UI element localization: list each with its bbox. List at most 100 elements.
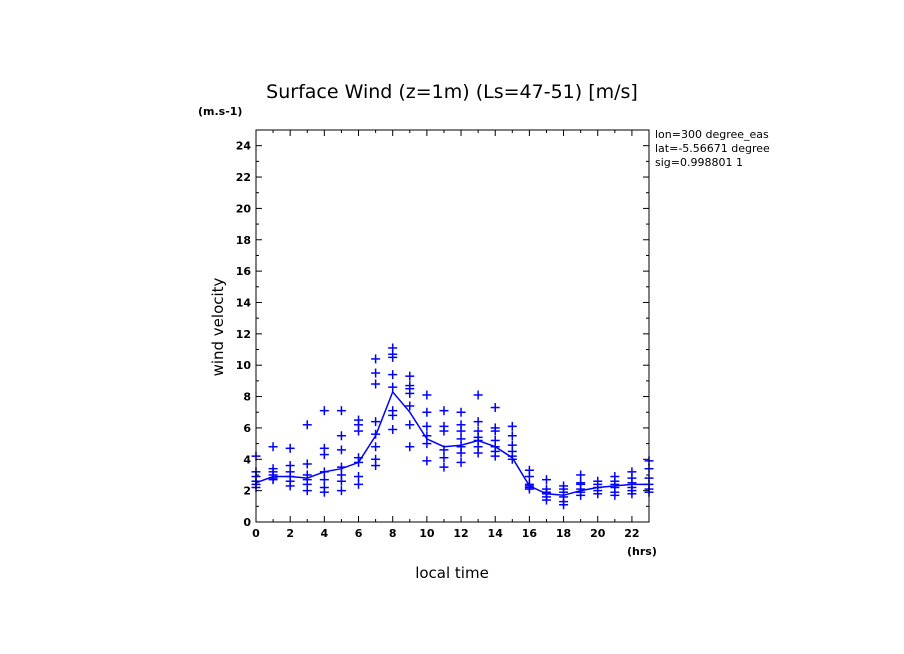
wind-sample-marker [456,434,466,444]
wind-sample-marker [559,500,569,510]
wind-sample-marker [336,445,346,455]
y-tick-label: 24 [236,140,252,153]
wind-sample-marker [541,475,551,485]
wind-sample-marker [388,424,398,434]
wind-sample-marker [456,426,466,436]
y-tick-label: 2 [243,485,251,498]
wind-sample-marker [371,461,381,471]
y-tick-label: 8 [243,391,251,404]
wind-sample-marker [405,401,415,411]
wind-sample-marker [319,467,329,477]
plot-frame [255,129,650,523]
x-tick-label: 14 [488,527,504,540]
y-tick-label: 0 [243,516,251,529]
wind-sample-marker [490,403,500,413]
wind-sample-marker [593,489,603,499]
wind-sample-marker [422,439,432,449]
wind-sample-marker [285,443,295,453]
x-tick-label: 12 [453,527,468,540]
x-tick-label: 8 [389,527,397,540]
wind-sample-marker [388,370,398,380]
info-line-lon: lon=300 degree_eas [655,128,769,141]
x-axis-label: local time [415,564,489,582]
wind-sample-marker [627,489,637,499]
wind-sample-marker [354,479,364,489]
wind-sample-marker [354,472,364,482]
wind-sample-marker [371,417,381,427]
x-tick-label: 16 [522,527,538,540]
x-tick-label: 20 [590,527,606,540]
wind-sample-marker [524,472,534,482]
wind-sample-marker [371,354,381,364]
wind-sample-marker [422,431,432,441]
x-tick-label: 22 [624,527,639,540]
y-tick-label: 20 [236,202,252,215]
wind-sample-marker [371,429,381,439]
wind-sample-marker [456,457,466,467]
y-tick-label: 4 [243,453,251,466]
y-tick-label: 16 [236,265,252,278]
mean-wind-line [255,390,649,497]
wind-sample-marker [354,457,364,467]
y-tick-label: 18 [236,234,251,247]
wind-sample-marker [388,382,398,392]
wind-sample-marker [473,390,483,400]
wind-sample-marker [439,462,449,472]
wind-sample-marker [388,410,398,420]
x-tick-label: 6 [355,527,363,540]
y-unit-label: (m.s-1) [198,105,242,118]
wind-sample-marker [422,390,432,400]
y-axis-label: wind velocity [209,277,227,376]
wind-sample-marker [507,431,517,441]
wind-sample-marker [439,453,449,463]
wind-sample-marker [405,388,415,398]
wind-sample-marker [405,442,415,452]
y-tick-label: 22 [236,171,251,184]
wind-sample-marker [371,368,381,378]
wind-sample-marker [541,495,551,505]
info-line-lat: lat=-5.56671 degree [655,142,770,155]
wind-sample-marker [507,454,517,464]
x-tick-label: 18 [556,527,571,540]
wind-sample-marker [336,476,346,486]
wind-sample-marker [388,352,398,362]
y-tick-label: 12 [236,328,251,341]
wind-sample-marker [422,456,432,466]
wind-sample-marker [524,484,534,494]
wind-sample-marker [405,371,415,381]
x-tick-label: 10 [419,527,435,540]
wind-sample-marker [422,407,432,417]
y-tick-label: 14 [236,296,252,309]
wind-sample-marker [319,487,329,497]
wind-sample-marker [319,450,329,460]
wind-sample-marker [456,407,466,417]
wind-sample-marker [439,406,449,416]
wind-sample-marker [285,481,295,491]
wind-sample-marker [405,420,415,430]
chart-title: Surface Wind (z=1m) (Ls=47-51) [m/s] [266,81,638,103]
x-tick-label: 2 [286,527,294,540]
wind-sample-marker [302,486,312,496]
wind-sample-marker [371,379,381,389]
wind-sample-marker [456,448,466,458]
wind-sample-marker [336,462,346,472]
y-tick-label: 6 [243,422,251,435]
y-tick-label: 10 [236,359,252,372]
wind-sample-marker [473,448,483,458]
info-clip-mask [780,125,820,175]
wind-sample-marker [422,421,432,431]
wind-sample-marker [302,459,312,469]
wind-sample-marker [576,490,586,500]
x-tick-label: 0 [252,527,260,540]
info-line-sig: sig=0.998801 1 [655,156,743,169]
x-tick-label: 4 [321,527,329,540]
wind-sample-marker [319,406,329,416]
wind-sample-marker [576,470,586,480]
wind-sample-marker [268,442,278,452]
wind-sample-marker [371,442,381,452]
wind-sample-marker [302,420,312,430]
wind-sample-marker [336,431,346,441]
wind-sample-marker [490,426,500,436]
wind-sample-marker [319,475,329,485]
wind-sample-marker [439,445,449,455]
